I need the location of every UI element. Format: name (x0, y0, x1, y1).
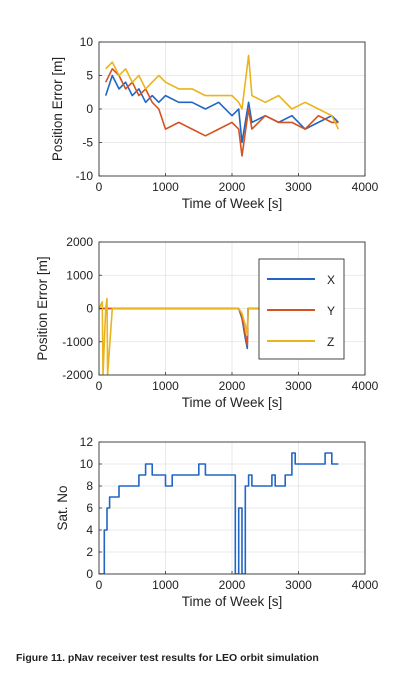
y-tick-label: 0 (86, 102, 93, 116)
y-tick-label: 10 (80, 35, 94, 49)
panel-position-error-full: 0 1000 2000 3000 4000 -2000 -1000 0 1000 2000 Time… (35, 235, 379, 410)
panel-satellite-count: 0 1000 2000 3000 4000 0 2 4 6 8 10 12 Time of Week [… (55, 435, 379, 609)
y-tick-label: 0 (86, 567, 93, 581)
y-tick-label: 10 (80, 457, 94, 471)
legend-label-x: X (327, 273, 335, 287)
y-axis-label: Position Error [m] (35, 256, 50, 360)
y-tick-label: 6 (86, 501, 93, 515)
legend-label-y: Y (327, 304, 335, 318)
y-tick-label: -10 (76, 169, 94, 183)
y-tick-label: 5 (86, 69, 93, 83)
x-axis-label: Time of Week [s] (182, 196, 283, 211)
x-tick-label: 4000 (352, 379, 379, 393)
x-tick-label: 4000 (352, 578, 379, 592)
x-tick-label: 0 (96, 180, 103, 194)
y-tick-label: 2 (86, 545, 93, 559)
y-tick-label: -5 (82, 136, 93, 150)
y-tick-label: 8 (86, 479, 93, 493)
x-tick-label: 1000 (152, 180, 179, 194)
legend-label-z: Z (327, 335, 334, 349)
series-line-y (104, 68, 339, 157)
x-tick-label: 3000 (285, 379, 312, 393)
x-axis-label: Time of Week [s] (182, 594, 283, 609)
series-line-z (105, 54, 340, 130)
y-tick-label: 12 (80, 435, 94, 449)
x-tick-label: 1000 (152, 379, 179, 393)
series-line-x (104, 74, 339, 144)
x-tick-label: 2000 (219, 180, 246, 194)
x-tick-label: 2000 (219, 578, 246, 592)
y-tick-label: 2000 (66, 235, 93, 249)
x-tick-label: 0 (96, 379, 103, 393)
x-tick-label: 0 (96, 578, 103, 592)
series-line-z (99, 297, 339, 375)
x-axis-label: Time of Week [s] (182, 395, 283, 410)
x-tick-label: 3000 (285, 578, 312, 592)
y-tick-label: -1000 (62, 335, 93, 349)
x-tick-label: 2000 (219, 379, 246, 393)
x-tick-label: 1000 (152, 578, 179, 592)
x-tick-label: 3000 (285, 180, 312, 194)
y-axis-label: Position Error [m] (50, 57, 65, 161)
y-tick-label: 1000 (66, 268, 93, 282)
y-tick-label: -2000 (62, 368, 93, 382)
y-axis-label: Sat. No (55, 485, 70, 530)
y-tick-label: 4 (86, 523, 93, 537)
y-tick-label: 0 (86, 302, 93, 316)
series-line-sat-no (99, 452, 339, 574)
x-tick-label: 4000 (352, 180, 379, 194)
panel-position-error-zoom: 0 1000 2000 3000 4000 -10 -5 0 5 10 Time of Week [… (50, 35, 379, 211)
figure-caption: Figure 11. pNav receiver test results fo… (16, 652, 319, 664)
